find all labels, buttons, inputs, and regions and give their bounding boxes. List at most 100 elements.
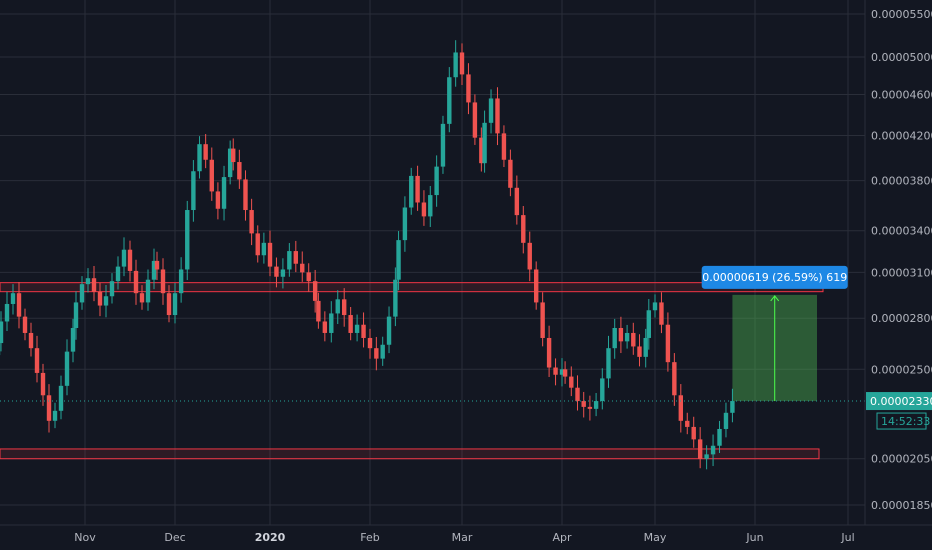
- candle-body: [306, 272, 311, 282]
- current-price-badge: 0.00002330: [866, 392, 932, 411]
- y-tick-label: 0.00005000: [871, 51, 932, 64]
- x-tick-label: Feb: [360, 531, 379, 544]
- candle-body: [434, 166, 439, 196]
- candle-body: [631, 332, 636, 347]
- candle-body: [197, 144, 202, 172]
- candle-body: [685, 420, 690, 427]
- price-axis[interactable]: [865, 0, 932, 550]
- candles: [0, 40, 735, 470]
- candle-body: [402, 207, 408, 241]
- candle-body: [209, 159, 214, 192]
- candle-body: [316, 300, 321, 322]
- time-axis[interactable]: [0, 525, 932, 550]
- candle-body: [166, 293, 172, 316]
- candle-body: [10, 293, 16, 304]
- measure-label-box: [701, 265, 848, 289]
- time-axis-ticks: Nov Dec 2020 Feb Mar Apr May Jun Jul: [74, 531, 854, 544]
- countdown-label: 14:52:33: [881, 415, 930, 428]
- countdown-badge: 14:52:33: [876, 412, 930, 430]
- candle-body: [335, 299, 340, 314]
- candle-body: [348, 315, 353, 333]
- candle-body: [652, 302, 658, 311]
- candle-body: [704, 454, 709, 459]
- candle-body: [237, 162, 242, 180]
- x-tick-label: Apr: [552, 531, 572, 544]
- y-tick-label: 0.00002050: [871, 453, 932, 466]
- candle-body: [255, 233, 260, 256]
- candle-body: [227, 148, 233, 178]
- candle-body: [581, 401, 586, 407]
- x-tick-label: May: [644, 531, 667, 544]
- x-tick-label: Nov: [74, 531, 96, 544]
- candle-body: [501, 133, 507, 160]
- y-tick-label: 0.00003800: [871, 175, 932, 188]
- candle-body: [488, 98, 494, 123]
- resistance-zone[interactable]: [0, 282, 824, 293]
- candle-body: [127, 249, 133, 271]
- x-tick-label: 2020: [255, 531, 286, 544]
- candle-body: [624, 332, 630, 342]
- candle-body: [386, 316, 392, 345]
- candle-body: [287, 251, 292, 270]
- candle-body: [730, 401, 735, 413]
- y-tick-label: 0.00005500: [871, 8, 932, 21]
- candle-body: [495, 98, 500, 134]
- candle-body: [185, 210, 190, 270]
- candle-body: [280, 269, 286, 277]
- candle-body: [723, 412, 729, 429]
- y-tick-label: 0.00002500: [871, 363, 932, 376]
- candle-body: [472, 102, 478, 138]
- candle-body: [28, 332, 34, 349]
- candle-body: [58, 385, 64, 411]
- measure-tool[interactable]: 0.00000619 (26.59%) 619: [701, 265, 848, 402]
- candle-body: [479, 137, 484, 164]
- candle-body: [575, 387, 580, 402]
- candle-body: [553, 367, 558, 375]
- measure-label: 0.00000619 (26.59%) 619: [702, 271, 847, 284]
- candle-body: [73, 302, 79, 329]
- support-zone[interactable]: [0, 448, 820, 460]
- candle-body: [249, 210, 254, 234]
- candle-body: [514, 187, 520, 216]
- candle-body: [115, 266, 121, 282]
- candle-body: [329, 313, 334, 333]
- candle-body: [459, 52, 465, 75]
- candle-body: [710, 445, 716, 455]
- candle-body: [546, 337, 552, 368]
- y-tick-label: 0.00004600: [871, 89, 932, 102]
- candle-body: [121, 249, 127, 267]
- candle-body: [447, 77, 452, 124]
- candle-body: [421, 202, 427, 217]
- candle-body: [600, 378, 605, 402]
- y-tick-label: 0.00001850: [871, 499, 932, 512]
- candle-body: [612, 328, 617, 349]
- y-tick-label: 0.00004200: [871, 130, 932, 143]
- price-axis-ticks: 0.00005500 0.00005000 0.00004600 0.00004200…: [871, 8, 932, 512]
- candle-body: [293, 251, 299, 264]
- candle-body: [109, 281, 115, 297]
- y-tick-label: 0.00003100: [871, 266, 932, 279]
- candle-body: [322, 321, 328, 333]
- candle-body: [672, 362, 677, 396]
- candle-body: [562, 369, 568, 377]
- candle-body: [380, 344, 385, 359]
- candle-body: [659, 302, 664, 325]
- candle-body: [221, 177, 227, 209]
- candle-body: [22, 316, 28, 333]
- candle-body: [527, 242, 532, 270]
- candle-body: [440, 123, 446, 167]
- candle-body: [587, 406, 593, 409]
- candle-body: [409, 175, 414, 208]
- candle-body: [396, 240, 401, 280]
- candle-body: [354, 324, 360, 333]
- candle-body: [643, 337, 648, 357]
- candle-body: [79, 284, 85, 303]
- measure-arrow-head: [770, 295, 780, 302]
- candle-body: [393, 279, 398, 317]
- candle-body: [482, 122, 487, 164]
- candle-body: [160, 269, 166, 294]
- candle-body: [540, 302, 545, 338]
- candle-body: [34, 348, 40, 373]
- candle-body: [85, 278, 91, 285]
